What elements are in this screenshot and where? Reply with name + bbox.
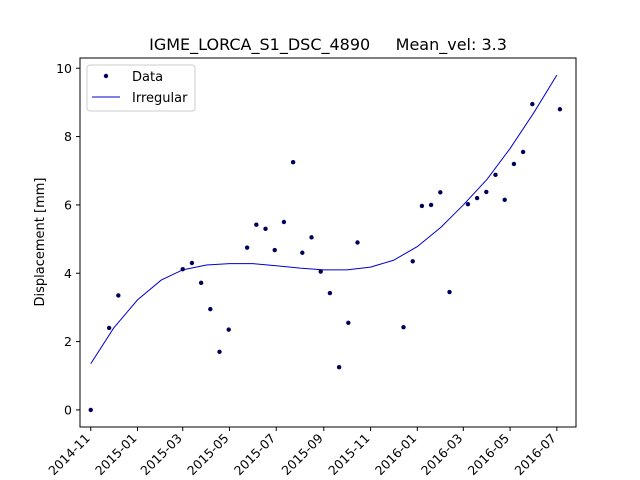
legend-box bbox=[86, 64, 196, 112]
y-tick-label: 0 bbox=[64, 402, 72, 417]
data-point bbox=[309, 235, 314, 240]
data-point bbox=[106, 325, 112, 331]
legend-label-data: Data bbox=[132, 70, 163, 85]
legend-marker-data bbox=[103, 73, 109, 79]
data-point bbox=[300, 250, 305, 255]
data-point bbox=[327, 290, 333, 296]
y-tick-label: 4 bbox=[64, 266, 72, 281]
data-point bbox=[272, 247, 277, 253]
data-point bbox=[254, 222, 259, 227]
data-point bbox=[530, 101, 535, 107]
y-tick-label: 8 bbox=[64, 129, 72, 144]
chart-title: IGME_LORCA_S1_DSC_4890 Mean_vel: 3.3 bbox=[149, 35, 507, 55]
data-point bbox=[484, 189, 489, 195]
data-point bbox=[346, 320, 351, 325]
data-point bbox=[263, 226, 268, 232]
data-point bbox=[318, 269, 323, 274]
data-point bbox=[244, 245, 250, 250]
data-point bbox=[438, 190, 443, 195]
fit-line-irregular bbox=[90, 74, 558, 365]
y-tick-label: 6 bbox=[64, 197, 72, 212]
data-point bbox=[419, 203, 425, 209]
data-point bbox=[428, 202, 434, 208]
data-point bbox=[511, 161, 517, 167]
data-point bbox=[447, 289, 452, 295]
data-point bbox=[355, 240, 360, 245]
data-point bbox=[226, 327, 231, 332]
y-tick-label: 2 bbox=[64, 334, 72, 349]
data-point bbox=[189, 260, 195, 266]
data-point bbox=[217, 349, 222, 355]
data-point bbox=[502, 197, 507, 202]
legend-label-irregular: Irregular bbox=[132, 91, 188, 106]
data-point bbox=[198, 280, 204, 286]
data-point bbox=[290, 160, 296, 165]
data-point bbox=[281, 219, 287, 225]
data-point bbox=[493, 172, 498, 178]
axes-frame bbox=[79, 57, 577, 428]
data-point bbox=[520, 149, 526, 155]
data-point bbox=[465, 202, 471, 207]
data-point bbox=[88, 407, 93, 413]
data-point bbox=[557, 107, 563, 112]
data-point bbox=[208, 306, 213, 312]
data-point bbox=[336, 365, 342, 370]
y-axis-label: Displacement [mm] bbox=[33, 178, 48, 307]
data-point bbox=[401, 325, 406, 330]
data-point bbox=[474, 195, 480, 201]
y-tick-label: 10 bbox=[56, 61, 72, 76]
data-point bbox=[180, 266, 185, 272]
data-point bbox=[410, 259, 415, 264]
data-point bbox=[116, 293, 121, 298]
